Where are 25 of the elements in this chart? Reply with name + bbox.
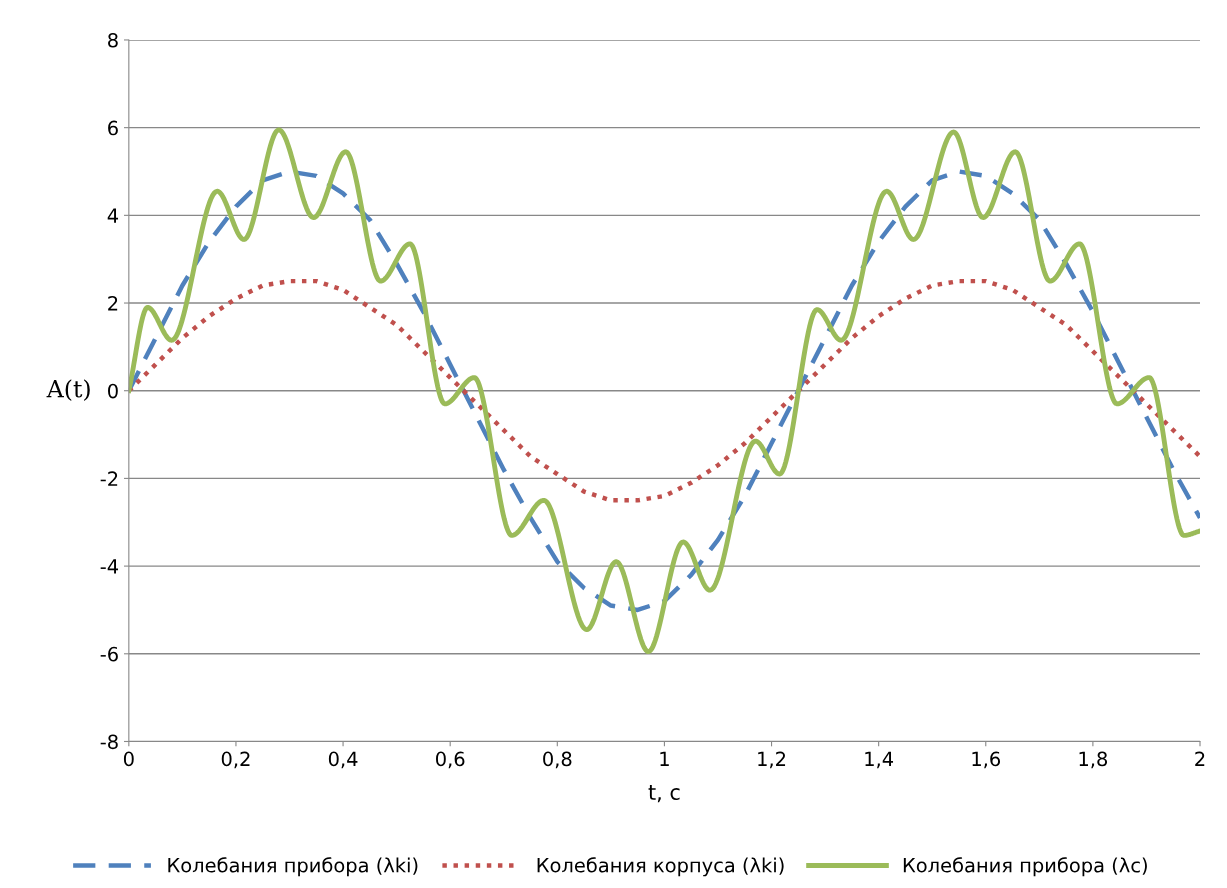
- x-tick-label: 0,8: [543, 751, 572, 769]
- y-tick-label: 4: [107, 208, 119, 223]
- x-tick-label: 1,2: [758, 751, 786, 769]
- x-tick-label: 0,6: [436, 751, 465, 769]
- y-tick-label: 2: [108, 295, 118, 311]
- x-tick-label: 0,4: [328, 751, 358, 769]
- x-axis-title: t, c: [648, 785, 680, 803]
- y-tick-label: -2: [100, 471, 118, 486]
- x-tick-label: 1,4: [865, 751, 894, 769]
- legend-label: Колебания прибора (λki): [168, 857, 418, 877]
- y-axis-title: A(t): [46, 379, 90, 401]
- y-tick-label: 0: [108, 383, 118, 399]
- x-tick-label: 0,2: [221, 751, 250, 769]
- x-tick-label: 2: [1195, 751, 1205, 766]
- y-tick-label: 8: [108, 32, 118, 48]
- y-tick-label: -6: [100, 646, 118, 662]
- legend-label: Колебания прибора (λc): [903, 857, 1147, 877]
- y-tick-label: -8: [100, 734, 118, 750]
- y-tick-label: 6: [108, 120, 118, 136]
- x-tick-label: 1,6: [972, 751, 1001, 769]
- x-tick-label: 1,8: [1079, 751, 1108, 769]
- legend-label: Колебания корпуса (λki): [537, 857, 784, 877]
- x-tick-label: 1: [660, 751, 669, 766]
- y-tick-label: -4: [100, 559, 119, 574]
- x-tick-label: 0: [123, 751, 134, 767]
